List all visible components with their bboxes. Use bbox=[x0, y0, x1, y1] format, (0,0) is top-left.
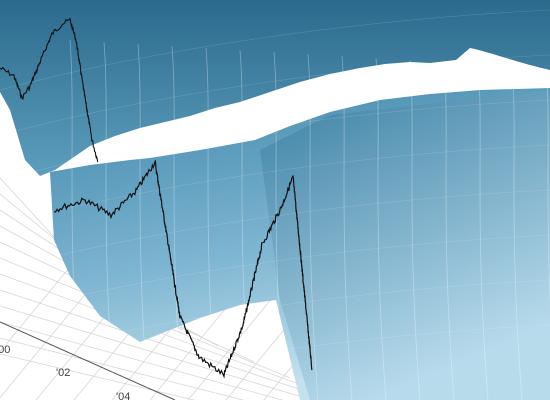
mesh-line bbox=[0, 54, 550, 136]
mesh-line bbox=[18, 324, 550, 400]
surface-back bbox=[0, 0, 550, 176]
mesh-line bbox=[69, 39, 81, 400]
x-axis-tick-labels: '00 '02 '04 bbox=[0, 344, 130, 400]
mesh-line bbox=[0, 234, 550, 316]
mesh-line bbox=[409, 59, 421, 400]
mesh-line bbox=[0, 189, 550, 271]
series-lines bbox=[0, 17, 313, 379]
mesh-line bbox=[171, 45, 183, 400]
mesh-line bbox=[443, 61, 455, 400]
x-tick-label: '00 bbox=[0, 344, 10, 356]
x-axis-line bbox=[0, 321, 176, 400]
mesh-line bbox=[307, 53, 319, 400]
x-tick-label: '02 bbox=[56, 367, 70, 379]
mesh-line bbox=[511, 65, 523, 400]
mesh-line bbox=[375, 57, 387, 400]
mesh-line bbox=[341, 55, 353, 400]
mesh-line bbox=[0, 9, 550, 91]
mesh-line bbox=[239, 49, 251, 400]
grid-line bbox=[0, 273, 327, 395]
x-tick-label: '04 bbox=[116, 391, 130, 400]
surface-right bbox=[260, 90, 550, 400]
mesh-line bbox=[0, 279, 550, 361]
mesh-line bbox=[0, 144, 550, 226]
mesh-line bbox=[205, 47, 217, 400]
surface-mesh bbox=[0, 9, 550, 400]
mesh-line bbox=[137, 43, 149, 400]
grid-line bbox=[0, 321, 284, 400]
mesh-line bbox=[103, 41, 115, 400]
mesh-line bbox=[0, 99, 550, 181]
mesh-line bbox=[477, 63, 489, 400]
grid-line bbox=[0, 337, 245, 400]
series-line bbox=[53, 159, 313, 379]
series-line-back bbox=[0, 17, 99, 163]
grid-line bbox=[0, 305, 314, 400]
mesh-line bbox=[273, 51, 285, 400]
mesh-line bbox=[545, 67, 550, 308]
grid-line bbox=[0, 353, 196, 400]
